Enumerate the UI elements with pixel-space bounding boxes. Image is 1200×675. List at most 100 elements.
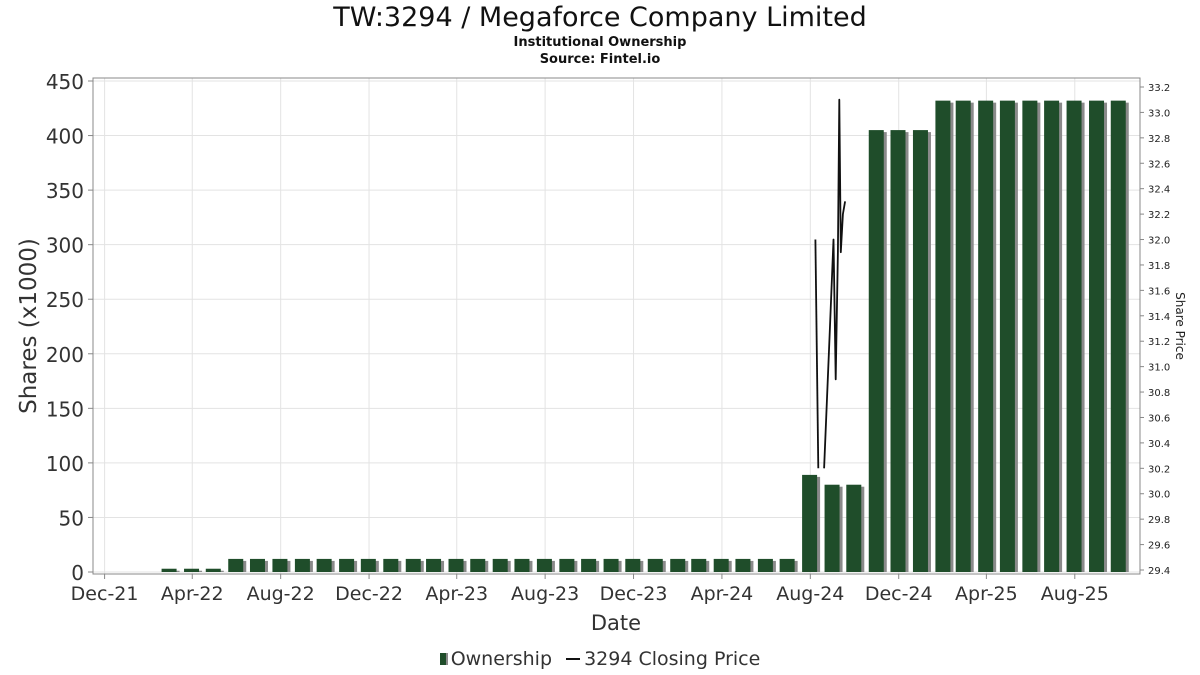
ownership-bar [802,474,818,572]
chart-title: TW:3294 / Megaforce Company Limited [333,2,867,33]
ownership-bar [205,568,221,572]
y2-tick-label: 33.0 [1148,108,1170,119]
ownership-bar [890,130,906,572]
ownership-bar [383,558,399,572]
y-tick-label: 200 [46,343,84,367]
x-tick-label: Aug-23 [511,583,579,605]
chart-subtitle: Institutional Ownership [513,35,687,50]
y-tick-label: 150 [46,397,84,421]
y-axis-label: Shares (x1000) [16,238,42,414]
ownership-bar [713,558,729,572]
ownership-bar [514,558,530,572]
ownership-bar [757,558,773,572]
y2-tick-label: 30.6 [1148,413,1170,424]
ownership-bar [955,100,971,572]
ownership-bar [581,558,597,572]
y2-tick-label: 32.6 [1148,159,1170,170]
x-tick-label: Dec-24 [865,583,933,605]
y-tick-label: 450 [46,70,84,94]
y2-axis-ticks: 29.4 29.6 29.8 30.0 30.2 30.4 30.6 30.8 31.0 31.2… [1140,83,1170,577]
y2-tick-label: 32.2 [1148,210,1170,221]
ownership-bar [316,558,332,572]
plot-frame [92,77,1141,575]
y2-tick-label: 32.0 [1148,236,1170,247]
ownership-bars [161,100,1129,572]
ownership-bar [670,558,686,572]
legend-price-swatch [566,658,581,660]
ownership-bar [339,558,355,572]
ownership-bar [868,130,884,572]
y-tick-label: 0 [71,561,84,585]
ownership-bar [1089,100,1105,572]
ownership-bar [405,558,421,572]
ownership-bar [272,558,288,572]
y2-tick-label: 31.4 [1148,312,1170,323]
y-tick-label: 250 [46,288,84,312]
ownership-bar [603,558,619,572]
x-tick-label: Dec-21 [71,583,139,605]
ownership-bar [470,558,486,572]
y2-tick-label: 33.2 [1148,83,1170,94]
y2-axis-label: Share Price [1173,292,1187,360]
ownership-bar [779,558,795,572]
legend-ownership-swatch [439,653,448,665]
y-tick-label: 400 [46,125,84,149]
ownership-bar [824,484,840,572]
ownership-bar [912,130,928,572]
y2-tick-label: 29.8 [1148,515,1170,526]
y-tick-label: 300 [46,234,84,258]
y2-tick-label: 31.8 [1148,261,1170,272]
ownership-bar [691,558,707,572]
y-tick-label: 350 [46,179,84,203]
y2-tick-label: 29.4 [1148,566,1170,577]
y2-tick-label: 31.0 [1148,363,1170,374]
ownership-bar [249,558,265,572]
ownership-bar [559,558,575,572]
x-axis-label: Date [591,611,641,635]
y2-tick-label: 29.6 [1148,541,1170,552]
ownership-bar [536,558,552,572]
ownership-bar [935,100,951,572]
y-tick-label: 100 [46,452,84,476]
legend: Ownership 3294 Closing Price [0,647,1200,670]
price-line-segment [823,98,846,469]
x-tick-label: Aug-24 [776,583,844,605]
ownership-bar [846,484,862,572]
price-line [814,98,846,469]
x-axis-ticks: Dec-21 Apr-22 Aug-22 Dec-22 Apr-23 Aug-23 Dec-… [71,574,1109,605]
ownership-bar [999,100,1015,572]
y2-tick-label: 30.4 [1148,439,1170,450]
y2-tick-label: 30.8 [1148,388,1170,399]
legend-ownership-label: Ownership [450,647,553,670]
ownership-bar [294,558,310,572]
ownership-bar [360,558,376,572]
ownership-bar [1022,100,1038,572]
chart-source: Source: Fintel.io [539,52,661,67]
x-tick-label: Dec-22 [335,583,403,605]
ownership-bar [228,558,244,572]
ownership-bar [492,558,508,572]
ownership-bar [426,558,442,572]
price-line-segment [814,239,820,469]
y2-tick-label: 31.6 [1148,286,1170,297]
ownership-bar [1066,100,1082,572]
y2-tick-label: 30.2 [1148,464,1170,475]
ownership-bar [184,568,200,572]
ownership-bar [1110,100,1126,572]
legend-ownership: Ownership [439,647,553,670]
x-tick-label: Apr-24 [691,583,754,605]
ownership-bar [161,568,177,572]
y2-tick-label: 32.8 [1148,134,1170,145]
y-axis-ticks: 0 50 100 150 200 250 300 350 400 450 [46,70,93,585]
y-tick-label: 50 [59,506,84,530]
ownership-bar [978,100,994,572]
x-tick-label: Apr-22 [161,583,224,605]
ownership-bar [647,558,663,572]
x-tick-label: Apr-23 [425,583,488,605]
x-tick-label: Aug-25 [1041,583,1109,605]
y2-tick-label: 30.0 [1148,490,1170,501]
x-tick-label: Aug-22 [247,583,315,605]
ownership-bar [1044,100,1060,572]
ownership-bar [448,558,464,572]
